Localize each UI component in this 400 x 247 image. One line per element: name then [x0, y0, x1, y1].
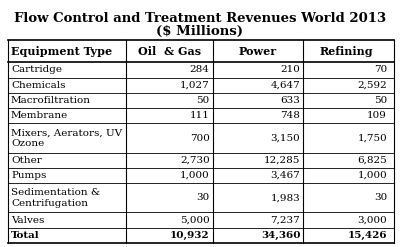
- Text: 210: 210: [280, 65, 300, 74]
- Text: 50: 50: [374, 96, 387, 105]
- Text: Mixers, Aerators, UV
Ozone: Mixers, Aerators, UV Ozone: [11, 128, 122, 148]
- Text: Flow Control and Treatment Revenues World 2013: Flow Control and Treatment Revenues Worl…: [14, 12, 386, 25]
- Text: 2,730: 2,730: [180, 156, 210, 165]
- Text: 3,000: 3,000: [357, 216, 387, 225]
- Text: 30: 30: [196, 193, 210, 202]
- Text: 111: 111: [190, 111, 210, 120]
- Text: 1,000: 1,000: [180, 171, 210, 180]
- Text: Sedimentation &
Centrifugation: Sedimentation & Centrifugation: [11, 188, 100, 207]
- Text: Equipment Type: Equipment Type: [11, 46, 112, 57]
- Text: 1,750: 1,750: [357, 134, 387, 143]
- Text: 1,027: 1,027: [180, 81, 210, 90]
- Text: 10,932: 10,932: [170, 231, 210, 240]
- Text: 5,000: 5,000: [180, 216, 210, 225]
- Text: 7,237: 7,237: [270, 216, 300, 225]
- Text: 700: 700: [190, 134, 210, 143]
- Text: Macrofiltration: Macrofiltration: [11, 96, 91, 105]
- Text: 34,360: 34,360: [261, 231, 300, 240]
- Text: 748: 748: [280, 111, 300, 120]
- Text: 6,825: 6,825: [357, 156, 387, 165]
- Text: 12,285: 12,285: [264, 156, 300, 165]
- Text: ($ Millions): ($ Millions): [156, 25, 244, 38]
- Text: 109: 109: [367, 111, 387, 120]
- Text: 70: 70: [374, 65, 387, 74]
- Text: Pumps: Pumps: [11, 171, 46, 180]
- Text: 1,983: 1,983: [270, 193, 300, 202]
- Text: 2,592: 2,592: [357, 81, 387, 90]
- Text: 30: 30: [374, 193, 387, 202]
- Text: Total: Total: [11, 231, 40, 240]
- Text: Valves: Valves: [11, 216, 44, 225]
- Text: 1,000: 1,000: [357, 171, 387, 180]
- Text: Other: Other: [11, 156, 42, 165]
- Text: Cartridge: Cartridge: [11, 65, 62, 74]
- Text: 50: 50: [196, 96, 210, 105]
- Text: Power: Power: [239, 46, 277, 57]
- Text: 4,647: 4,647: [270, 81, 300, 90]
- Text: Refining: Refining: [320, 46, 374, 57]
- Text: 633: 633: [280, 96, 300, 105]
- Text: Oil  & Gas: Oil & Gas: [138, 46, 201, 57]
- Text: 284: 284: [190, 65, 210, 74]
- Text: Chemicals: Chemicals: [11, 81, 66, 90]
- Text: 15,426: 15,426: [348, 231, 387, 240]
- Text: 3,150: 3,150: [270, 134, 300, 143]
- Text: Membrane: Membrane: [11, 111, 68, 120]
- Text: 3,467: 3,467: [270, 171, 300, 180]
